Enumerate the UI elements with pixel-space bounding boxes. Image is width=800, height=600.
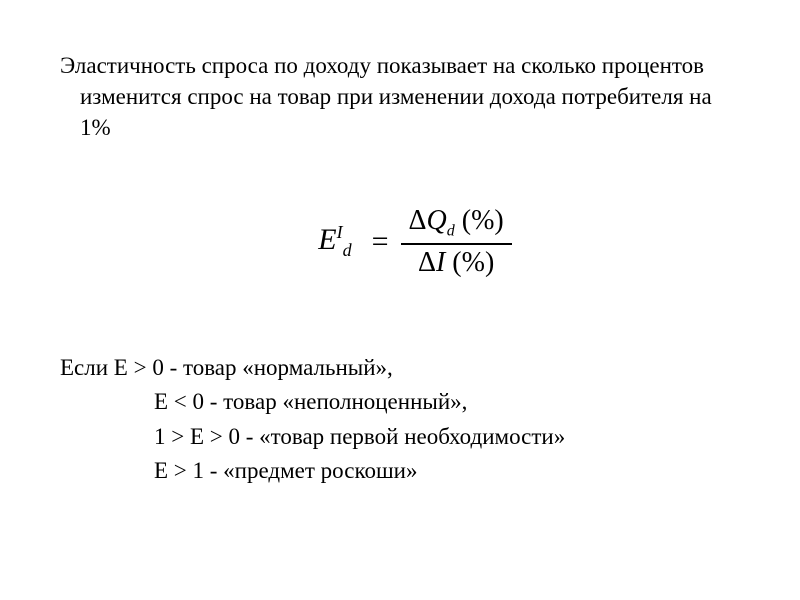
num-percent: (%) <box>455 205 504 236</box>
fraction: ΔQd (%) ΔI (%) <box>401 203 512 281</box>
condition-line-3: 1 > Е > 0 - «товар первой необходимости» <box>154 420 740 455</box>
formula-sub-d: d <box>343 240 352 260</box>
definition-text: Эластичность спроса по доходу показывает… <box>60 50 740 143</box>
num-sub-d: d <box>447 223 455 240</box>
formula-sup-i: I <box>337 222 343 242</box>
condition-line-2: Е < 0 - товар «неполноценный», <box>154 385 740 420</box>
num-q: Q <box>427 205 447 236</box>
equals-sign: = <box>372 225 389 259</box>
formula-container: EId = ΔQd (%) ΔI (%) <box>60 203 740 281</box>
formula-e: E <box>318 223 336 256</box>
formula-left-side: EId <box>318 222 351 261</box>
den-percent: (%) <box>445 247 494 278</box>
den-delta: Δ <box>418 247 436 278</box>
condition-line-4: Е > 1 - «предмет роскоши» <box>154 454 740 489</box>
conditions-block: Если Е > 0 - товар «нормальный», Е < 0 -… <box>60 351 740 489</box>
num-delta: Δ <box>409 205 427 236</box>
denominator: ΔI (%) <box>410 245 502 281</box>
numerator: ΔQd (%) <box>401 203 512 245</box>
den-i: I <box>436 247 445 278</box>
formula: EId = ΔQd (%) ΔI (%) <box>318 203 511 281</box>
condition-line-1: Если Е > 0 - товар «нормальный», <box>60 351 740 386</box>
